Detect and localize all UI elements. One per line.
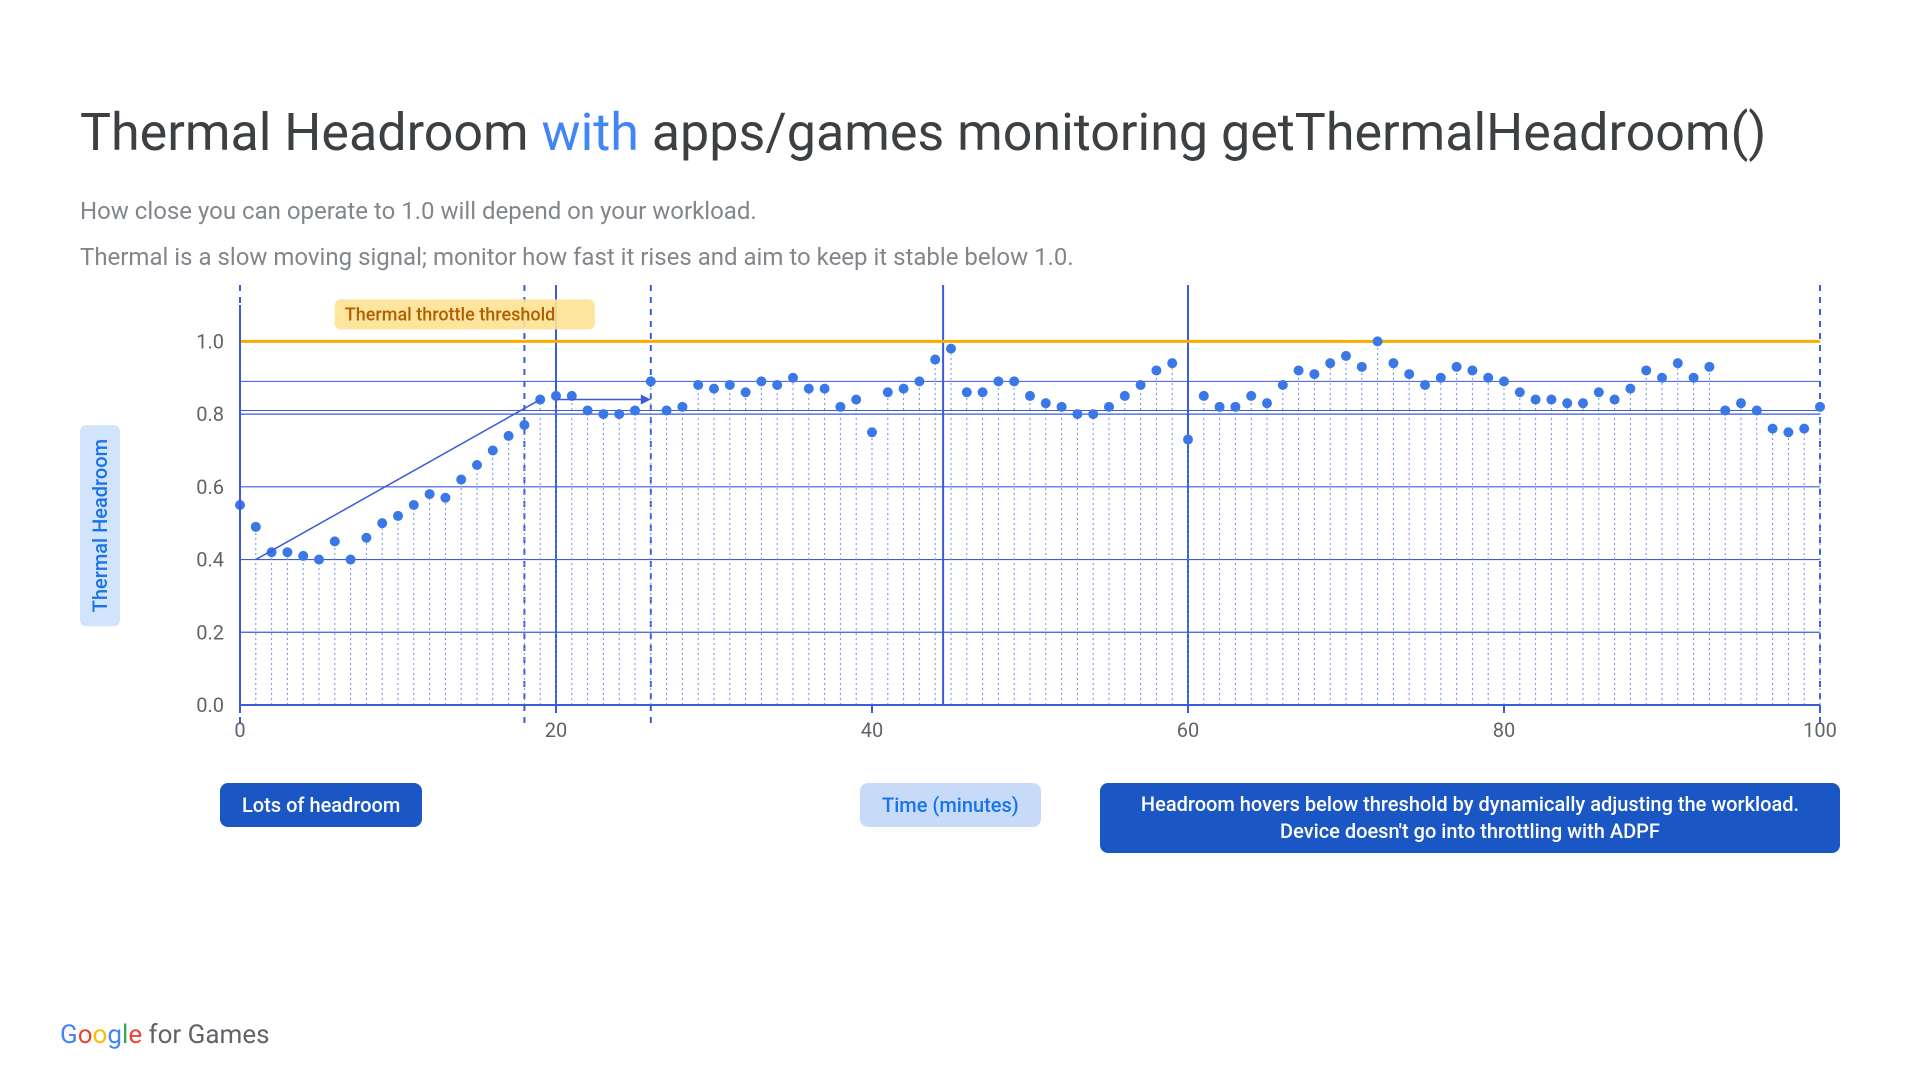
svg-text:1.0: 1.0 <box>196 329 224 353</box>
svg-text:100: 100 <box>1803 718 1837 742</box>
y-axis-label: Thermal Headroom <box>80 425 120 626</box>
x-axis-label: Time (minutes) <box>860 783 1041 827</box>
footer-logo: Google for Games <box>60 1020 270 1050</box>
svg-text:Thermal throttle threshold: Thermal throttle threshold <box>345 304 556 325</box>
svg-text:40: 40 <box>861 718 883 742</box>
svg-text:80: 80 <box>1493 718 1515 742</box>
svg-text:0.2: 0.2 <box>196 620 224 644</box>
badge-lots-of-headroom: Lots of headroom <box>220 783 422 827</box>
google-logo: Google <box>60 1020 142 1050</box>
subtitle-line-1: How close you can operate to 1.0 will de… <box>80 193 1840 229</box>
badge-hovers-below: Headroom hovers below threshold by dynam… <box>1100 783 1840 853</box>
svg-text:0.0: 0.0 <box>196 693 224 717</box>
page-title: Thermal Headroom with apps/games monitor… <box>80 100 1840 165</box>
title-highlight: with <box>542 102 639 163</box>
badge-row: Lots of headroom Time (minutes) Headroom… <box>140 783 1840 853</box>
thermal-chart: Thermal throttle threshold 0.0 0.2 0.4 0.6 0.… <box>140 285 1840 765</box>
chart-container: Thermal Headroom Thermal throttle thresh… <box>80 285 1840 853</box>
title-post: apps/games monitoring getThermalHeadroom… <box>639 102 1767 163</box>
svg-text:0.8: 0.8 <box>196 402 224 426</box>
title-pre: Thermal Headroom <box>80 102 542 163</box>
svg-text:0.6: 0.6 <box>196 475 224 499</box>
svg-text:0.4: 0.4 <box>196 548 224 572</box>
svg-text:60: 60 <box>1177 718 1199 742</box>
footer-suffix: for Games <box>142 1020 269 1050</box>
svg-text:20: 20 <box>545 718 567 742</box>
subtitle-line-2: Thermal is a slow moving signal; monitor… <box>80 239 1840 275</box>
svg-text:0: 0 <box>234 718 245 742</box>
